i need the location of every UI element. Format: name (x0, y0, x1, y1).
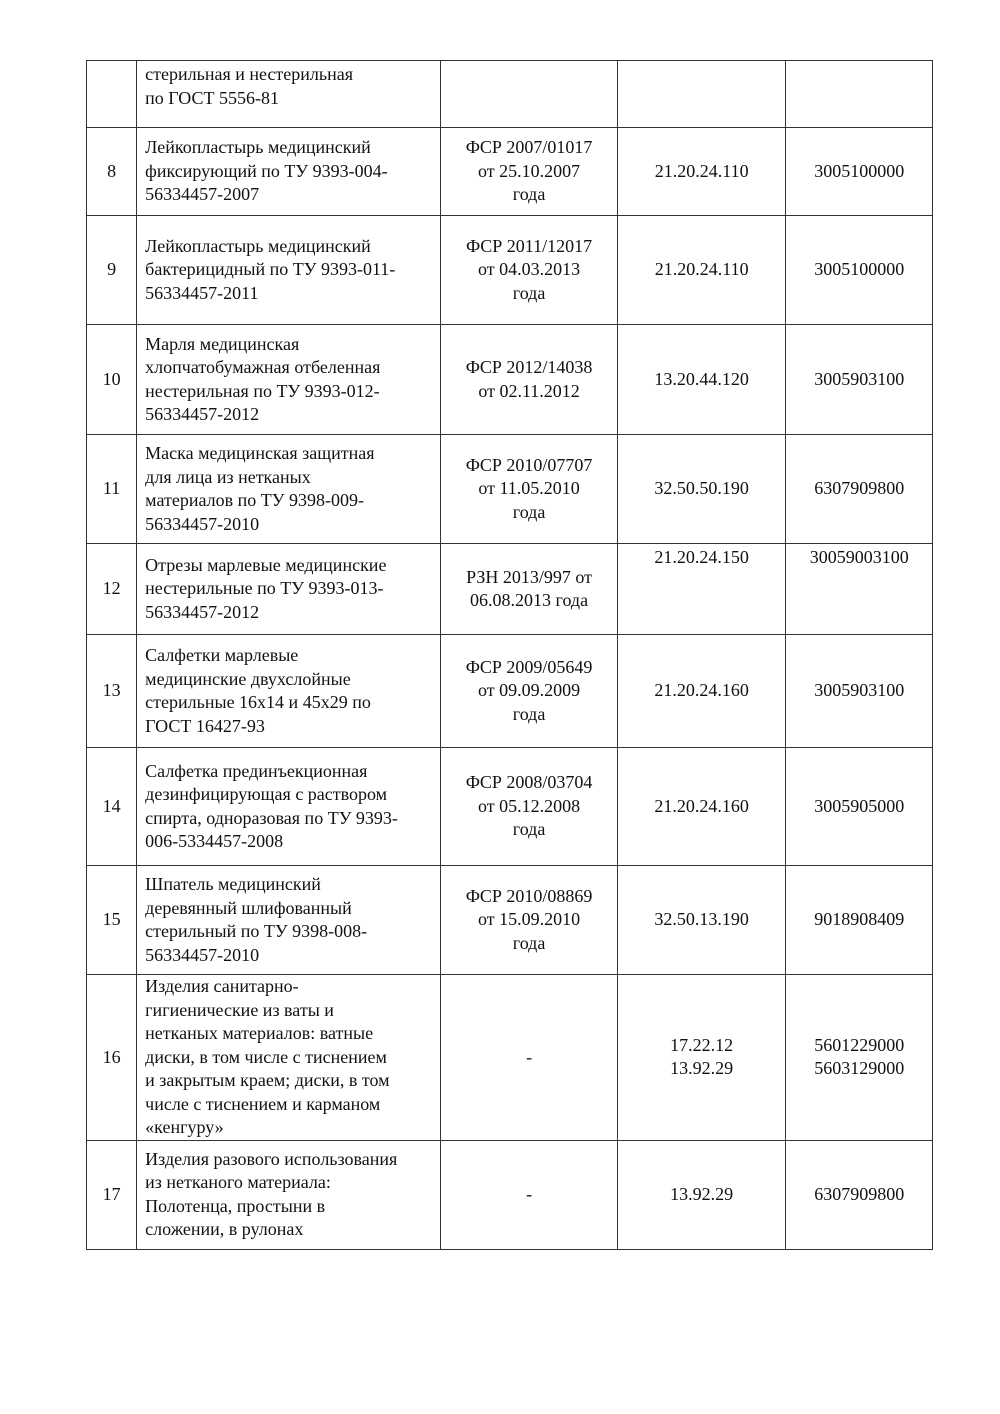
okpd-code: 21.20.24.160 (616, 634, 787, 748)
tnved-code: 30059003100 (785, 543, 933, 635)
okpd-code: 13.20.44.120 (616, 324, 787, 435)
product-name: Шпатель медицинский деревянный шлифованн… (136, 865, 442, 975)
product-name: Отрезы марлевые медицинские нестерильные… (136, 543, 442, 635)
table-row: 16 Изделия санитарно- гигиенические из в… (85, 974, 933, 1141)
registration: ФСР 2011/12017 от 04.03.2013 года (440, 215, 618, 325)
tnved-code: 3005100000 (785, 215, 933, 325)
tnved-code: 3005905000 (785, 747, 933, 866)
product-name: Лейкопластырь медицинский фиксирующий по… (136, 127, 442, 216)
products-table: стерильная и нестерильная по ГОСТ 5556-8… (85, 60, 933, 1250)
tnved-code: 3005903100 (785, 634, 933, 748)
table-row: 14 Салфетка прединъекционная дезинфициру… (85, 747, 933, 866)
row-number (85, 60, 138, 128)
row-number: 15 (85, 865, 138, 975)
okpd-code: 21.20.24.110 (616, 215, 787, 325)
table-row: 10 Марля медицинская хлопчатобумажная от… (85, 324, 933, 435)
table-row: 11 Маска медицинская защитная для лица и… (85, 434, 933, 544)
tnved-code: 6307909800 (785, 1139, 933, 1250)
table-row: 13 Салфетки марлевые медицинские двухсло… (85, 634, 933, 748)
product-name: Салфетки марлевые медицинские двухслойны… (136, 634, 442, 748)
product-name: стерильная и нестерильная по ГОСТ 5556-8… (136, 60, 442, 128)
registration: ФСР 2010/08869 от 15.09.2010 года (440, 865, 618, 975)
okpd-code: 17.22.12 13.92.29 (616, 974, 787, 1141)
okpd-code: 32.50.13.190 (616, 865, 787, 975)
registration: ФСР 2010/07707 от 11.05.2010 года (440, 434, 618, 544)
row-number: 14 (85, 747, 138, 866)
okpd-code: 21.20.24.110 (616, 127, 787, 216)
product-name: Изделия разового использования из неткан… (136, 1139, 442, 1250)
table-row: 9 Лейкопластырь медицинский бактерицидны… (85, 215, 933, 325)
table-row: 8 Лейкопластырь медицинский фиксирующий … (85, 127, 933, 216)
product-name: Изделия санитарно- гигиенические из ваты… (136, 974, 442, 1141)
okpd-code: 21.20.24.150 (616, 543, 787, 635)
registration: ФСР 2012/14038 от 02.11.2012 (440, 324, 618, 435)
row-number: 10 (85, 324, 138, 435)
tnved-code: 6307909800 (785, 434, 933, 544)
registration: - (440, 1139, 618, 1250)
row-number: 17 (85, 1139, 138, 1250)
registration: РЗН 2013/997 от 06.08.2013 года (440, 543, 618, 635)
row-number: 12 (85, 543, 138, 635)
row-number: 8 (85, 127, 138, 216)
tnved-code: 3005903100 (785, 324, 933, 435)
row-number: 9 (85, 215, 138, 325)
registration: - (440, 974, 618, 1141)
table-row: 15 Шпатель медицинский деревянный шлифов… (85, 865, 933, 975)
okpd-code: 13.92.29 (616, 1139, 787, 1250)
product-name: Марля медицинская хлопчатобумажная отбел… (136, 324, 442, 435)
registration: ФСР 2009/05649 от 09.09.2009 года (440, 634, 618, 748)
tnved-code: 3005100000 (785, 127, 933, 216)
tnved-code (785, 60, 933, 128)
tnved-code: 5601229000 5603129000 (785, 974, 933, 1141)
product-name: Салфетка прединъекционная дезинфицирующа… (136, 747, 442, 866)
table-row: 12 Отрезы марлевые медицинские нестериль… (85, 543, 933, 635)
table-row: 17 Изделия разового использования из нет… (85, 1139, 933, 1250)
okpd-code: 21.20.24.160 (616, 747, 787, 866)
row-number: 16 (85, 974, 138, 1141)
row-number: 13 (85, 634, 138, 748)
product-name: Маска медицинская защитная для лица из н… (136, 434, 442, 544)
registration: ФСР 2007/01017 от 25.10.2007 года (440, 127, 618, 216)
registration: ФСР 2008/03704 от 05.12.2008 года (440, 747, 618, 866)
product-name: Лейкопластырь медицинский бактерицидный … (136, 215, 442, 325)
registration (440, 60, 618, 128)
tnved-code: 9018908409 (785, 865, 933, 975)
okpd-code (616, 60, 787, 128)
row-number: 11 (85, 434, 138, 544)
okpd-code: 32.50.50.190 (616, 434, 787, 544)
table-row: стерильная и нестерильная по ГОСТ 5556-8… (85, 60, 933, 128)
